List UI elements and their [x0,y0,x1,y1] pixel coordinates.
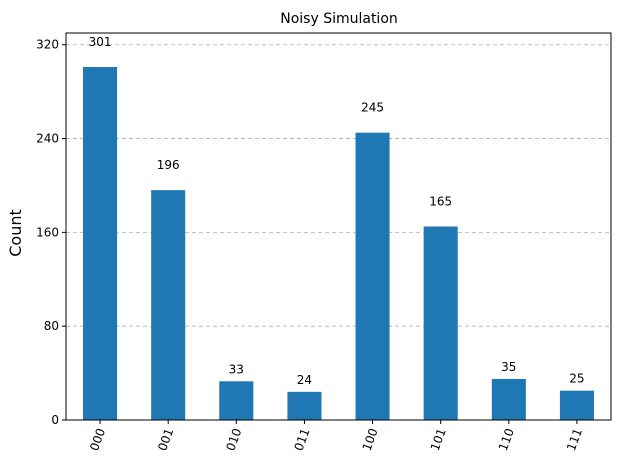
x-tick-label-110: 110 [496,426,517,452]
bar-011 [287,391,322,420]
y-tick-label-240: 240 [36,132,59,146]
x-tick-label-001: 001 [155,426,176,452]
y-tick-label-0: 0 [51,413,59,427]
chart-title: Noisy Simulation [280,11,398,27]
bars [83,67,594,420]
bar-100 [355,132,390,420]
y-tick-label-80: 80 [44,319,59,333]
bar-111 [559,390,594,420]
y-tick-label-160: 160 [36,225,59,239]
bar-110 [491,378,526,420]
y-axis-ticks: 0 80 160 240 320 [36,38,66,427]
y-axis-label: Count [6,209,25,257]
value-label-000: 301 [89,35,112,49]
x-tick-label-000: 000 [87,426,108,452]
x-tick-label-100: 100 [360,426,381,452]
value-label-011: 24 [297,373,312,387]
value-label-100: 245 [361,101,384,115]
bar-101 [423,226,458,420]
y-tick-label-320: 320 [36,38,59,52]
x-tick-label-010: 010 [223,426,244,452]
bar-001 [151,190,186,420]
value-label-001: 196 [157,158,180,172]
value-label-110: 35 [501,360,516,374]
x-tick-label-011: 011 [292,426,313,452]
value-label-111: 25 [569,372,584,386]
gridlines [66,44,611,327]
x-tick-label-101: 101 [428,426,449,452]
bar-010 [219,381,254,420]
value-labels: 301 196 33 24 245 165 35 25 [89,35,585,387]
bar-000 [83,67,118,420]
value-label-101: 165 [429,195,452,209]
x-axis-ticks: 000 001 010 011 100 101 110 111 [87,420,585,453]
value-label-010: 33 [229,362,244,376]
x-tick-label-111: 111 [564,426,585,452]
plot-frame [65,32,612,421]
